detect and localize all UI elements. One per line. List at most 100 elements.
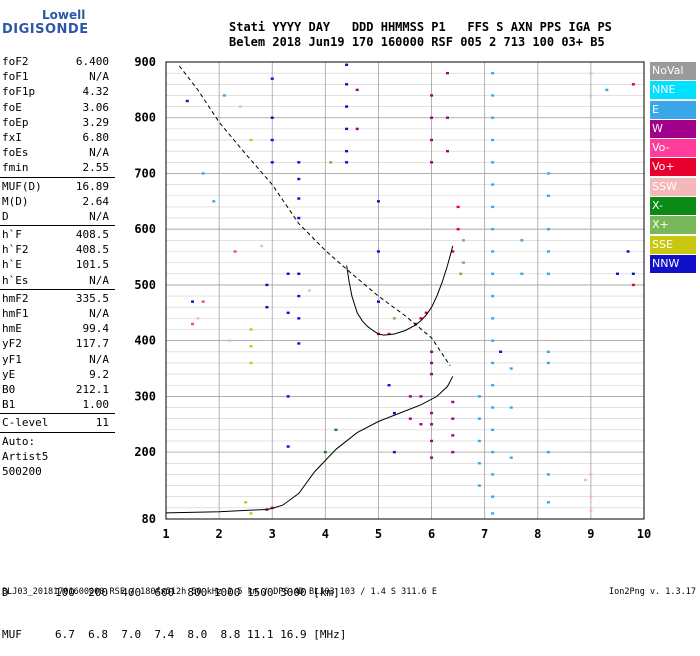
x-tick-label: 3 [269,527,276,541]
param-separator [0,413,115,415]
param-value: 335.5 [75,291,109,305]
echo-point [249,328,253,331]
param-row: foEp 3.29 [0,115,115,130]
echo-point [286,445,290,448]
echo-point [345,63,349,66]
echo-point [297,294,301,298]
echo-point [451,450,455,454]
param-label: B1 [2,398,16,412]
param-row: foF1p 4.32 [0,84,115,99]
param-label: M(D) [2,194,29,208]
echo-point [491,317,495,320]
echo-point [392,411,396,415]
y-tick-label: 300 [134,389,156,403]
legend-item: E [650,100,696,119]
param-value: 212.1 [75,382,109,396]
y-tick-label: 400 [134,334,156,348]
echo-point [355,127,359,131]
echo-point [491,450,495,454]
param-separator [0,288,115,290]
echo-point [430,361,434,365]
echo-point [546,473,550,476]
param-row: h`Es N/A [0,273,115,288]
param-label: h`F [2,228,22,242]
station-header: Stati YYYY DAY DDD HHMMSS P1 FFS S AXN P… [229,20,612,50]
echo-point [520,272,524,275]
echo-point [456,205,460,209]
echo-point [491,116,495,119]
echo-point [387,332,391,336]
param-row: fxI 6.80 [0,130,115,145]
echo-point [424,311,428,314]
echo-point [430,94,434,97]
param-value: 101.5 [75,258,109,272]
distance-row: D 100 200 400 600 800 1000 1500 3000 [km… [2,586,340,599]
echo-point [345,83,349,86]
param-label: Artist5 [2,449,49,463]
param-value: 1.00 [82,398,110,412]
echo-point [297,342,301,345]
echo-point [419,317,423,320]
echo-point [345,105,349,108]
logo-text-lowell: Lowell [42,8,86,22]
echo-point [376,250,380,253]
y-tick-label: 800 [134,111,156,125]
echo-point [589,183,593,186]
param-row: h`F 408.5 [0,227,115,242]
echo-point [491,205,495,209]
param-separator [0,431,115,433]
echo-point [589,450,593,454]
echo-point [265,306,269,309]
x-tick-label: 5 [375,527,382,541]
echo-point [491,384,495,387]
plot-frame [165,61,645,520]
param-row: 500200 [0,464,115,479]
echo-point [589,161,593,164]
echo-point [392,317,396,320]
param-value: N/A [89,209,109,223]
echo-point [244,501,248,504]
echo-point [265,283,269,287]
echo-point [491,339,495,342]
echo-point [430,423,434,426]
legend-item: Vo- [650,139,696,158]
echo-point [451,417,455,420]
echo-point [589,71,593,75]
echo-point [430,161,434,164]
param-label: foE [2,100,22,114]
echo-point [499,350,503,354]
param-label: yF1 [2,352,22,366]
echo-point [307,289,311,292]
param-row: B1 1.00 [0,397,115,412]
x-tick-label: 7 [481,527,488,541]
echo-point [491,272,495,275]
param-label: h`Es [2,273,29,287]
echo-point [297,161,301,164]
param-label: foEs [2,146,29,160]
param-value: N/A [89,146,109,160]
param-row: MUF(D) 16.89 [0,179,115,194]
param-label: hmF1 [2,307,29,320]
param-value: N/A [89,273,109,287]
param-row: yE 9.2 [0,367,115,382]
electron-density-profile [165,376,454,514]
echo-point [589,495,593,498]
echo-point [520,239,524,242]
echo-point [461,261,465,264]
y-tick-label: 200 [134,445,156,459]
legend-item: Vo+ [650,158,696,177]
param-row: D N/A [0,209,115,224]
echo-point [477,417,481,420]
param-row: h`E 101.5 [0,257,115,272]
x-tick-label: 2 [215,527,222,541]
file-info-footer: BLJ03_20181701600000.RSF / 180fx512h 50 … [2,587,437,597]
echo-point [546,350,550,354]
x-tick-label: 1 [162,527,169,541]
echo-point [626,250,630,253]
echo-point [345,127,349,131]
echo-point [491,406,495,409]
echo-point [334,428,338,432]
param-row: yF1 N/A [0,352,115,367]
param-value: 2.55 [82,161,110,175]
echo-point [430,439,434,443]
